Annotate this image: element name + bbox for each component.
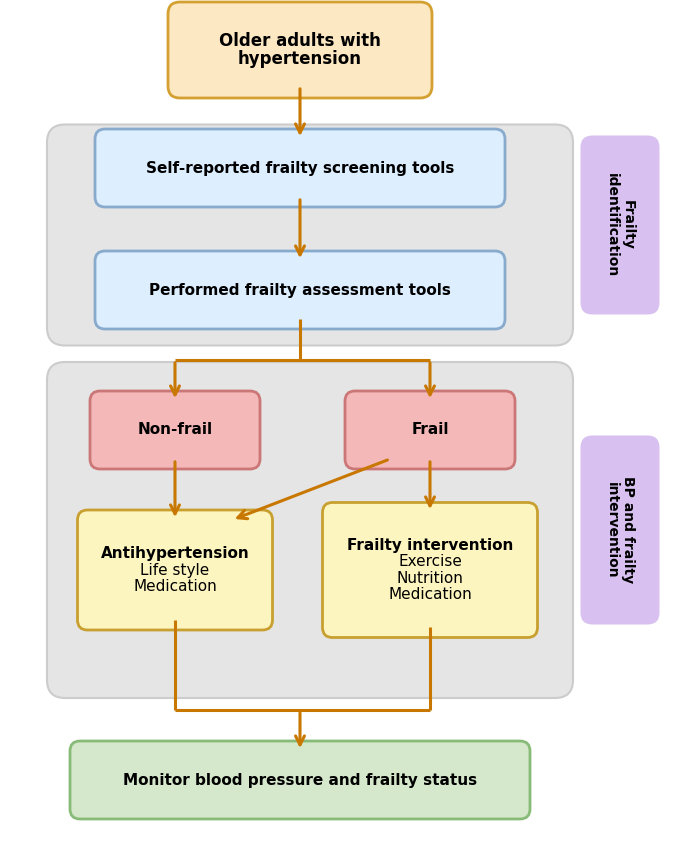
FancyBboxPatch shape xyxy=(580,436,660,625)
FancyBboxPatch shape xyxy=(95,251,505,329)
Text: Performed frailty assessment tools: Performed frailty assessment tools xyxy=(149,282,451,298)
FancyBboxPatch shape xyxy=(345,391,515,469)
FancyBboxPatch shape xyxy=(70,741,530,819)
Text: Monitor blood pressure and frailty status: Monitor blood pressure and frailty statu… xyxy=(123,772,477,788)
Text: BP and frailty
intervention: BP and frailty intervention xyxy=(605,476,635,583)
FancyBboxPatch shape xyxy=(580,136,660,315)
FancyBboxPatch shape xyxy=(323,503,538,637)
Text: Medication: Medication xyxy=(388,587,472,602)
Text: Frailty
identification: Frailty identification xyxy=(605,172,635,277)
Text: Frailty intervention: Frailty intervention xyxy=(347,538,513,553)
FancyBboxPatch shape xyxy=(168,2,432,98)
Text: Older adults with: Older adults with xyxy=(219,32,381,50)
Text: Antihypertension: Antihypertension xyxy=(101,546,249,561)
FancyBboxPatch shape xyxy=(47,124,573,346)
Text: Non-frail: Non-frail xyxy=(138,422,212,438)
FancyBboxPatch shape xyxy=(77,510,273,630)
FancyBboxPatch shape xyxy=(47,362,573,698)
Text: Frail: Frail xyxy=(411,422,449,438)
Text: Self-reported frailty screening tools: Self-reported frailty screening tools xyxy=(146,160,454,176)
Text: Medication: Medication xyxy=(133,579,217,594)
Text: Exercise: Exercise xyxy=(398,554,462,569)
FancyBboxPatch shape xyxy=(90,391,260,469)
Text: Nutrition: Nutrition xyxy=(397,571,464,586)
Text: Life style: Life style xyxy=(140,563,210,577)
FancyBboxPatch shape xyxy=(95,129,505,207)
Text: hypertension: hypertension xyxy=(238,50,362,68)
